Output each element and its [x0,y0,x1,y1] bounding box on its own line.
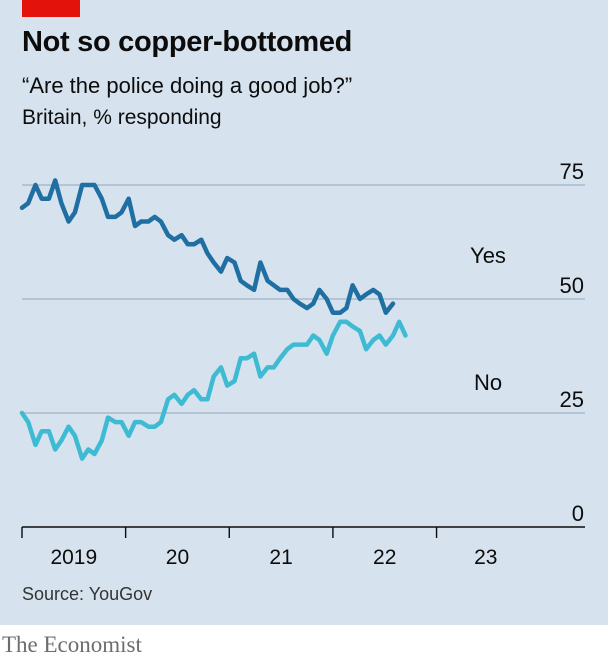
chart-subtitle: “Are the police doing a good job?” [22,73,353,98]
y-tick-label: 50 [560,273,584,298]
x-tick-label: 20 [166,546,189,569]
y-tick-label: 75 [560,159,584,184]
x-axis: 2019 20 21 22 23 [21,526,585,569]
gridlines [22,184,585,414]
chart-title: Not so copper-bottomed [22,26,353,58]
series-line-no [19,319,408,461]
chart-unit-label: Britain, % responding [22,106,222,129]
x-tick-label: 23 [474,546,497,569]
y-tick-label: 25 [560,387,584,412]
line-chart: 0 25 50 75 2019 20 21 22 23 Yes No [19,159,585,569]
series-line-yes [19,178,396,315]
y-tick-label: 0 [572,501,584,526]
x-tick-label: 22 [373,546,396,569]
chart-panel [0,0,608,625]
series-labels: Yes No [470,243,506,395]
x-tick-label: 21 [269,546,292,569]
series-lines [19,178,408,461]
brand-red-tag [22,0,80,17]
source-note: Source: YouGov [22,584,153,604]
series-label-yes: Yes [470,243,506,268]
x-tick-label: 2019 [50,546,97,569]
y-tick-labels: 0 25 50 75 [560,159,584,526]
series-label-no: No [474,370,502,395]
economist-logo: The Economist [2,632,142,657]
